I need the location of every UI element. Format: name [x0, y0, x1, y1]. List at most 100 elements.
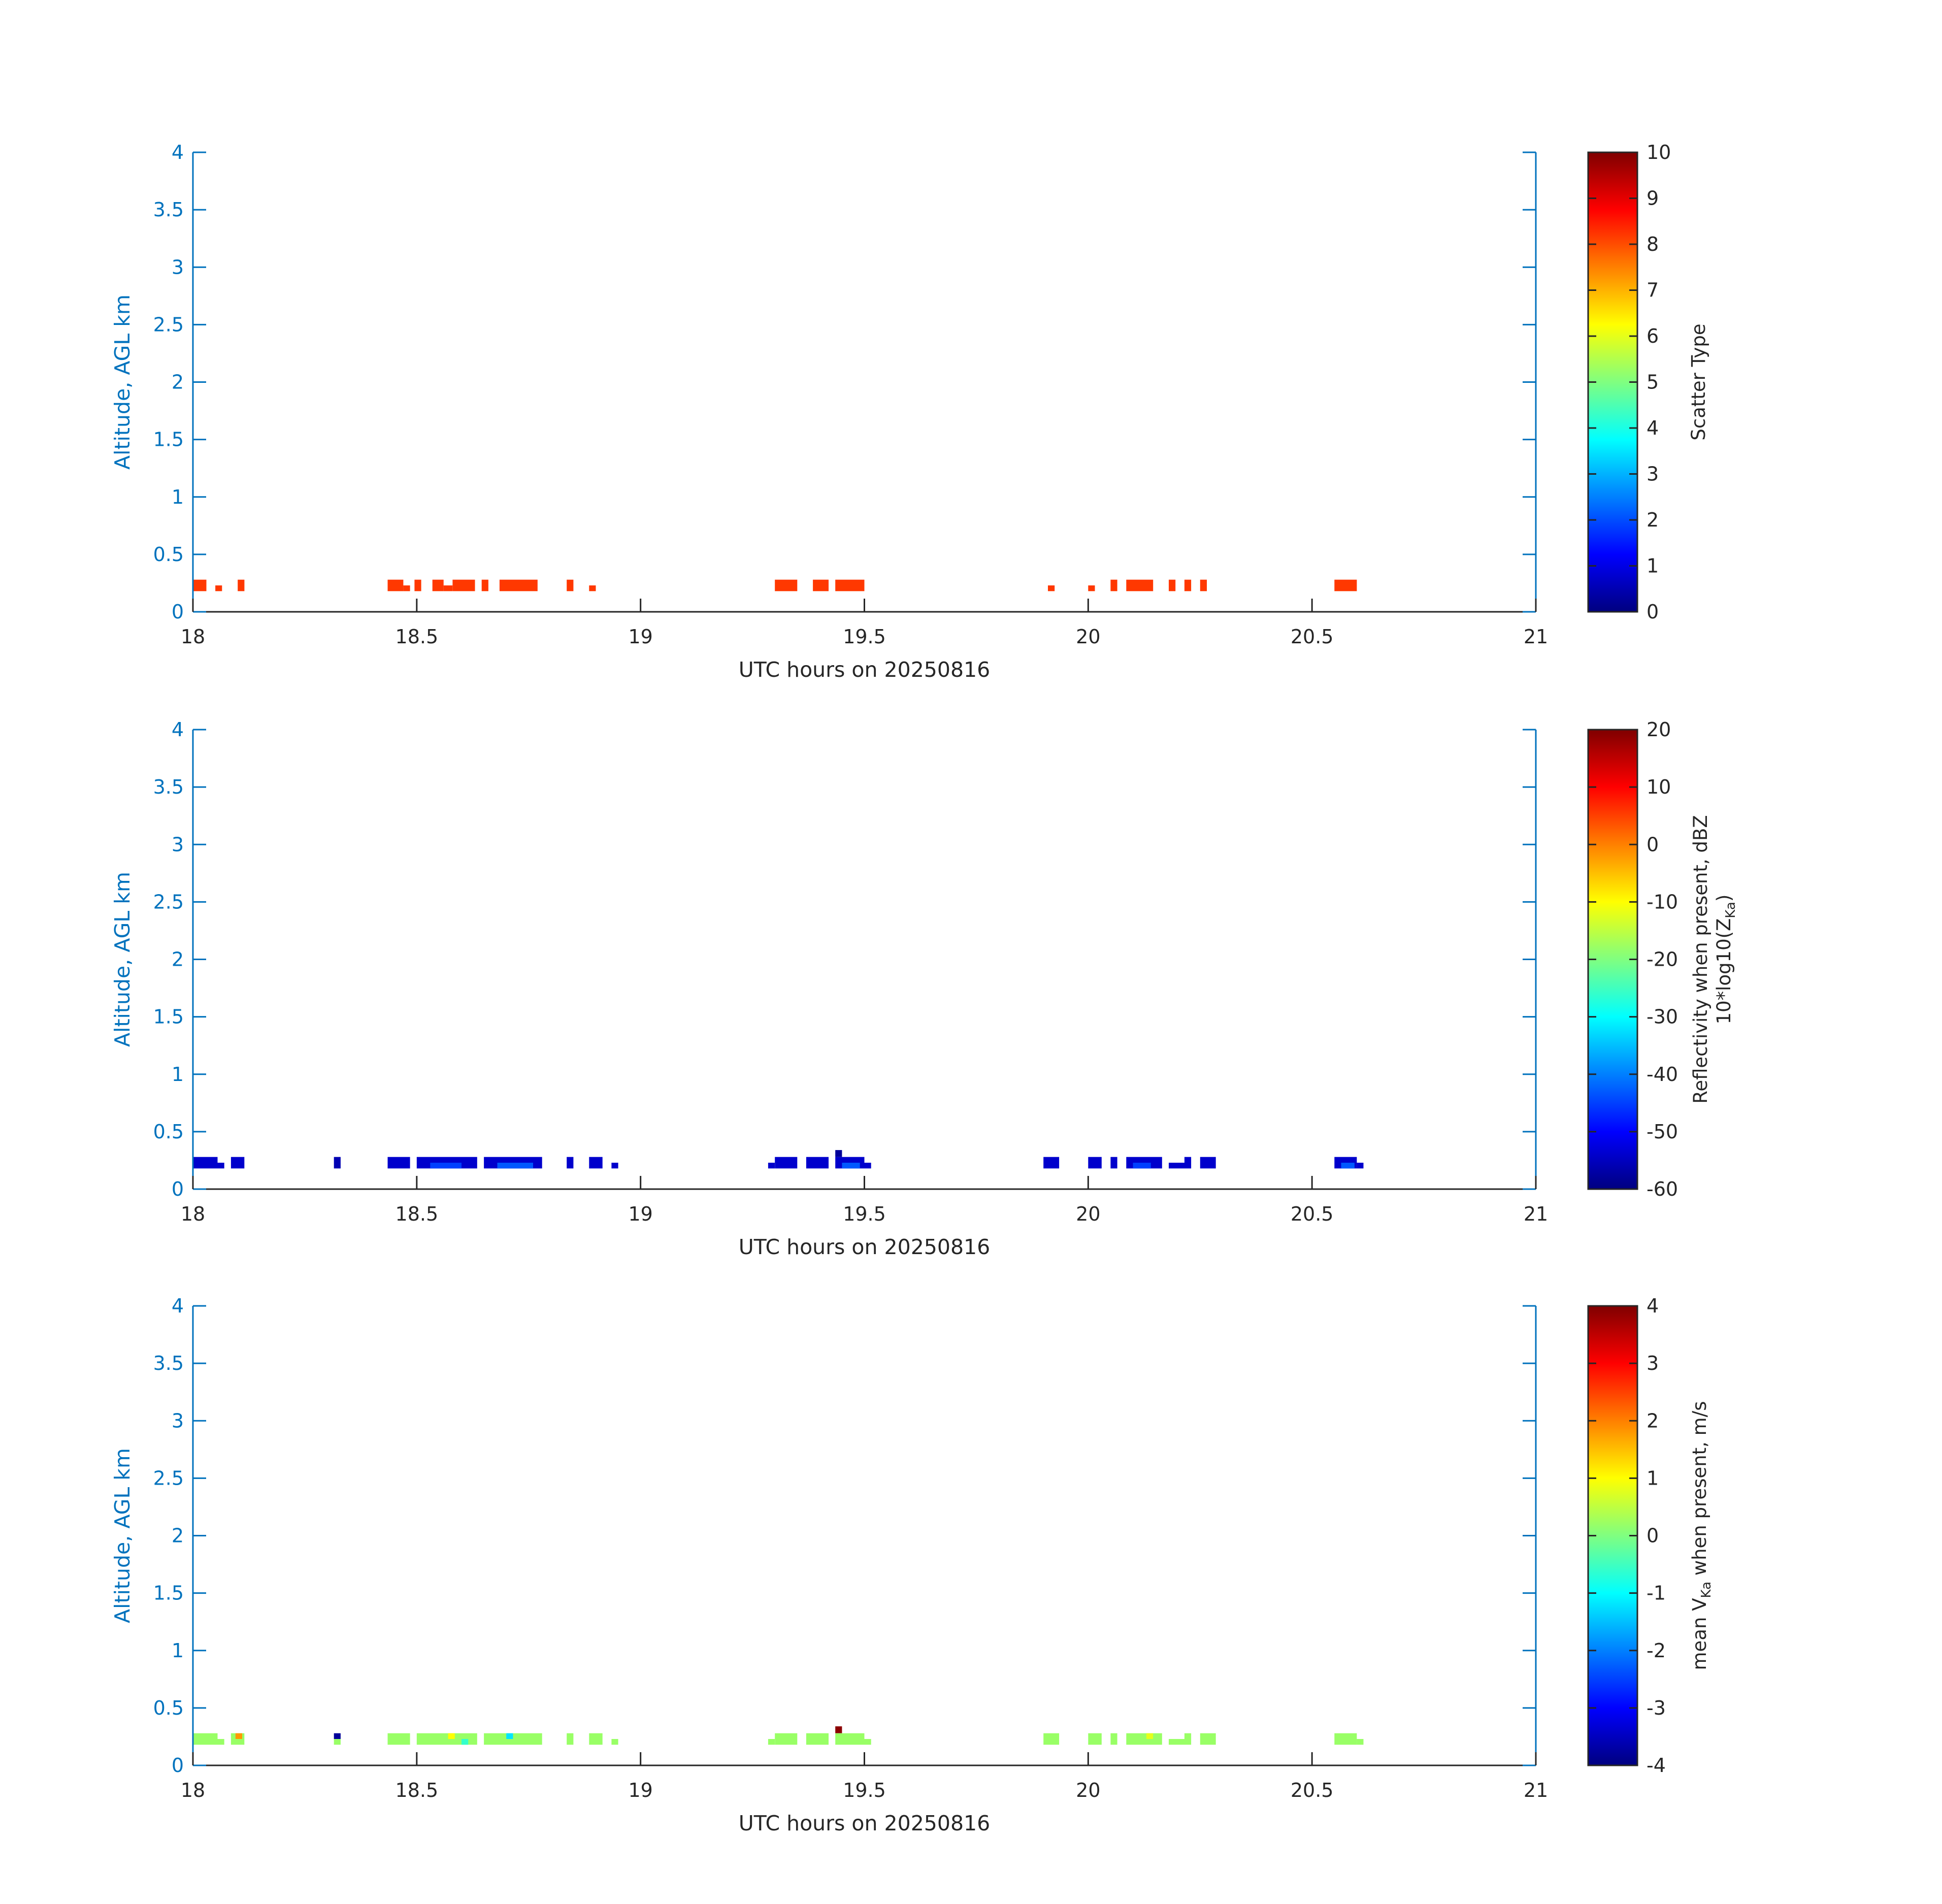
heatmap-cell	[842, 1163, 860, 1169]
heatmap-cell	[452, 579, 475, 592]
x-tick-label: 19	[628, 1203, 652, 1225]
y-axis-label: Altitude, AGL km	[110, 872, 135, 1047]
x-tick-label: 20.5	[1291, 1779, 1334, 1801]
colorbar-label: Reflectivity when present, dBZ	[1690, 815, 1711, 1103]
colorbar-tick-label: -3	[1647, 1697, 1666, 1719]
heatmap-cell	[775, 579, 798, 592]
heatmap-cell	[1133, 1163, 1151, 1169]
x-tick-label: 20.5	[1291, 626, 1334, 648]
y-tick-label: 3.5	[153, 776, 184, 798]
colorbar: 0 1 2 3 4 5 6 7 8 9 10 Scatter Type	[1587, 141, 1709, 623]
heatmap-cell	[432, 579, 444, 592]
y-axis-label: Altitude, AGL km	[110, 294, 135, 470]
y-tick-label: 2.5	[153, 313, 184, 336]
heatmap-cells	[193, 1150, 1364, 1169]
y-tick-label: 2.5	[153, 1467, 184, 1489]
colorbar-tick-label: 1	[1647, 1467, 1659, 1489]
heatmap-cell	[1043, 1157, 1060, 1169]
y-tick-label: 2.5	[153, 891, 184, 913]
heatmap-cell	[1184, 579, 1192, 592]
x-axis-label: UTC hours on 20250816	[739, 1235, 990, 1259]
colorbar-label-end: )	[1713, 895, 1735, 902]
x-tick-label: 20.5	[1291, 1203, 1334, 1225]
y-tick-label: 2	[172, 1525, 184, 1547]
x-tick-label: 18.5	[396, 626, 439, 648]
heatmap-cell	[1169, 1163, 1192, 1169]
heatmap-cell	[1088, 585, 1095, 592]
heatmap-cell	[462, 1739, 469, 1745]
heatmap-cell	[1200, 1733, 1216, 1745]
colorbar-tick-label: -40	[1647, 1063, 1678, 1086]
heatmap-cell	[235, 1733, 242, 1739]
colorbar-tick-label: 2	[1647, 509, 1659, 531]
x-tick-label: 19	[628, 1779, 652, 1801]
x-axis-label: UTC hours on 20250816	[739, 1811, 990, 1835]
colorbar-tick-label: 10	[1647, 141, 1671, 163]
heatmap-cell	[217, 1163, 224, 1169]
heatmap-cell	[1043, 1733, 1060, 1745]
colorbar-tick-label: 9	[1647, 187, 1659, 210]
y-tick-label: 1	[172, 486, 184, 508]
y-tick-label: 0	[172, 1178, 184, 1200]
heatmap-cell	[430, 1163, 462, 1169]
colorbar-tick-label: -50	[1647, 1121, 1678, 1143]
heatmap-cell	[589, 585, 596, 592]
colorbar-tick-label: 2	[1647, 1409, 1659, 1432]
y-tick-label: 1	[172, 1639, 184, 1662]
heatmap-cell	[567, 1157, 574, 1169]
x-tick-label: 18.5	[396, 1779, 439, 1801]
heatmap-cell	[499, 579, 538, 592]
colorbar-tick-label: 10	[1647, 776, 1671, 798]
heatmap-cell	[403, 585, 410, 592]
colorbar-tick-label: -1	[1647, 1582, 1666, 1604]
heatmap-cell	[1169, 579, 1176, 592]
heatmap-cell	[231, 1157, 245, 1169]
colorbar-tick-label: 6	[1647, 325, 1659, 347]
heatmap-cell	[1110, 579, 1117, 592]
x-tick-label: 18	[181, 626, 205, 648]
heatmap-cell	[768, 1739, 775, 1745]
x-tick-label: 21	[1524, 1779, 1548, 1801]
colorbar-label-end: when present, m/s	[1689, 1401, 1710, 1582]
y-tick-label: 0.5	[153, 1697, 184, 1719]
heatmap-cell	[1110, 1157, 1117, 1169]
x-axis-label: UTC hours on 20250816	[739, 658, 990, 682]
heatmap-cell	[1184, 1733, 1192, 1739]
heatmap-cell	[567, 1733, 574, 1745]
heatmap-cell	[1200, 1157, 1216, 1169]
y-tick-label: 4	[172, 1295, 184, 1317]
colorbar-tick-label: 0	[1647, 1525, 1659, 1547]
heatmap-cell	[217, 1739, 224, 1745]
heatmap-cells	[193, 1726, 1364, 1745]
heatmap-cell	[835, 1726, 842, 1733]
heatmap-cell	[806, 1157, 829, 1169]
colorbar-tick-label: -2	[1647, 1639, 1666, 1662]
heatmap-cell	[334, 1157, 341, 1169]
heatmap-cell	[1088, 1157, 1102, 1169]
x-tick-label: 19.5	[843, 1203, 886, 1225]
heatmap-cell	[448, 1733, 455, 1739]
x-tick-label: 19	[628, 626, 652, 648]
heatmap-cell	[567, 579, 574, 592]
x-tick-label: 18.5	[396, 1203, 439, 1225]
heatmap-cell	[334, 1733, 341, 1739]
y-axis-label: Altitude, AGL km	[110, 1448, 135, 1623]
heatmap-cell	[387, 1157, 410, 1169]
heatmap-cell	[611, 1163, 618, 1169]
colorbar-tick-label: 1	[1647, 555, 1659, 577]
heatmap-cell	[768, 1163, 775, 1169]
heatmap-cell	[864, 1739, 871, 1745]
heatmap-cell	[1200, 579, 1207, 592]
x-tick-label: 19.5	[843, 626, 886, 648]
y-tick-label: 3	[172, 256, 184, 278]
colorbar-tick-label: 8	[1647, 233, 1659, 255]
colorbar-tick-label: 7	[1647, 279, 1659, 302]
y-tick-label: 2	[172, 948, 184, 971]
heatmap-cell	[481, 579, 488, 592]
heatmap-cell	[193, 579, 207, 592]
x-tick-label: 20	[1076, 626, 1100, 648]
heatmap-cell	[1126, 579, 1154, 592]
